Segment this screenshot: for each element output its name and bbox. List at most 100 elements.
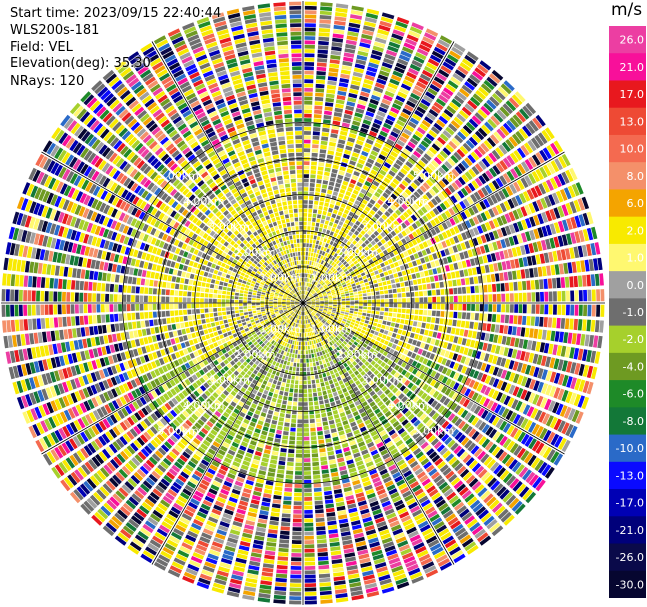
gate: [304, 282, 307, 286]
gate: [407, 185, 415, 193]
gate: [344, 314, 349, 318]
gate: [289, 366, 293, 371]
gate: [409, 63, 421, 72]
gate: [515, 111, 527, 123]
gate: [464, 220, 472, 229]
gate: [527, 139, 537, 152]
gate: [569, 318, 574, 330]
gate: [385, 158, 394, 165]
gate: [329, 286, 334, 290]
gate: [313, 487, 322, 492]
gate: [469, 321, 474, 329]
gate: [393, 201, 400, 208]
gate: [329, 360, 334, 366]
gate: [590, 274, 596, 287]
gate: [313, 396, 318, 401]
gate: [431, 289, 436, 296]
gate: [281, 439, 288, 444]
gate: [483, 284, 488, 293]
gate: [468, 207, 475, 216]
gate: [290, 348, 293, 353]
gate: [349, 254, 354, 260]
gate: [291, 553, 302, 557]
gate: [276, 353, 280, 358]
gate: [435, 98, 446, 107]
gate: [298, 397, 303, 402]
gate: [470, 151, 480, 161]
gate: [362, 29, 374, 36]
gate: [483, 198, 491, 208]
gate: [460, 278, 466, 286]
gate: [352, 361, 358, 366]
gate: [462, 142, 472, 152]
gate: [266, 541, 277, 547]
gate: [340, 69, 351, 75]
gate: [512, 270, 517, 280]
gate: [367, 310, 371, 314]
gate: [325, 507, 335, 513]
gate: [408, 67, 419, 76]
gate: [310, 345, 313, 350]
gate: [516, 147, 526, 159]
gate: [307, 292, 311, 296]
gate: [508, 136, 518, 147]
gate: [309, 243, 312, 248]
gate: [388, 312, 393, 317]
gate: [340, 292, 345, 295]
gate: [289, 431, 296, 436]
gate: [418, 335, 424, 341]
gate: [375, 311, 380, 315]
gate: [327, 244, 332, 249]
gate: [287, 453, 295, 458]
gate: [387, 284, 392, 289]
gate: [499, 106, 510, 117]
gate: [336, 234, 342, 240]
gate: [317, 347, 321, 352]
gate: [323, 425, 329, 431]
gate: [343, 52, 355, 58]
gate: [304, 122, 312, 127]
gate: [457, 287, 462, 294]
gate: [555, 190, 564, 203]
gate: [455, 270, 460, 278]
gate: [433, 156, 442, 165]
gate: [323, 175, 329, 181]
gate: [298, 341, 301, 346]
gate: [377, 234, 383, 241]
gate: [580, 260, 586, 272]
gate: [412, 321, 418, 327]
gate: [346, 168, 353, 174]
gate: [303, 161, 310, 166]
gate: [359, 95, 369, 102]
gate: [316, 289, 320, 293]
gate: [304, 290, 305, 295]
gate: [449, 303, 454, 310]
gate: [322, 210, 327, 216]
gate: [321, 289, 325, 293]
gate: [513, 315, 518, 325]
gate: [377, 199, 384, 206]
gate: [512, 326, 517, 336]
gate: [491, 314, 497, 323]
gate: [304, 501, 313, 506]
gate: [339, 412, 346, 418]
gate: [494, 192, 502, 202]
gate: [535, 292, 540, 302]
gate: [322, 283, 326, 287]
gate: [278, 417, 285, 422]
gate: [306, 291, 308, 296]
gate: [412, 203, 420, 210]
gate: [461, 174, 470, 183]
gate: [268, 368, 273, 374]
gate: [310, 298, 315, 300]
gate: [408, 96, 418, 105]
gate: [417, 278, 422, 285]
gate: [336, 453, 344, 459]
gate: [298, 406, 303, 411]
gate: [469, 228, 476, 237]
gate: [327, 185, 334, 191]
gate: [335, 593, 348, 599]
gate: [344, 149, 352, 155]
gate: [397, 240, 403, 247]
gate: [275, 362, 280, 367]
